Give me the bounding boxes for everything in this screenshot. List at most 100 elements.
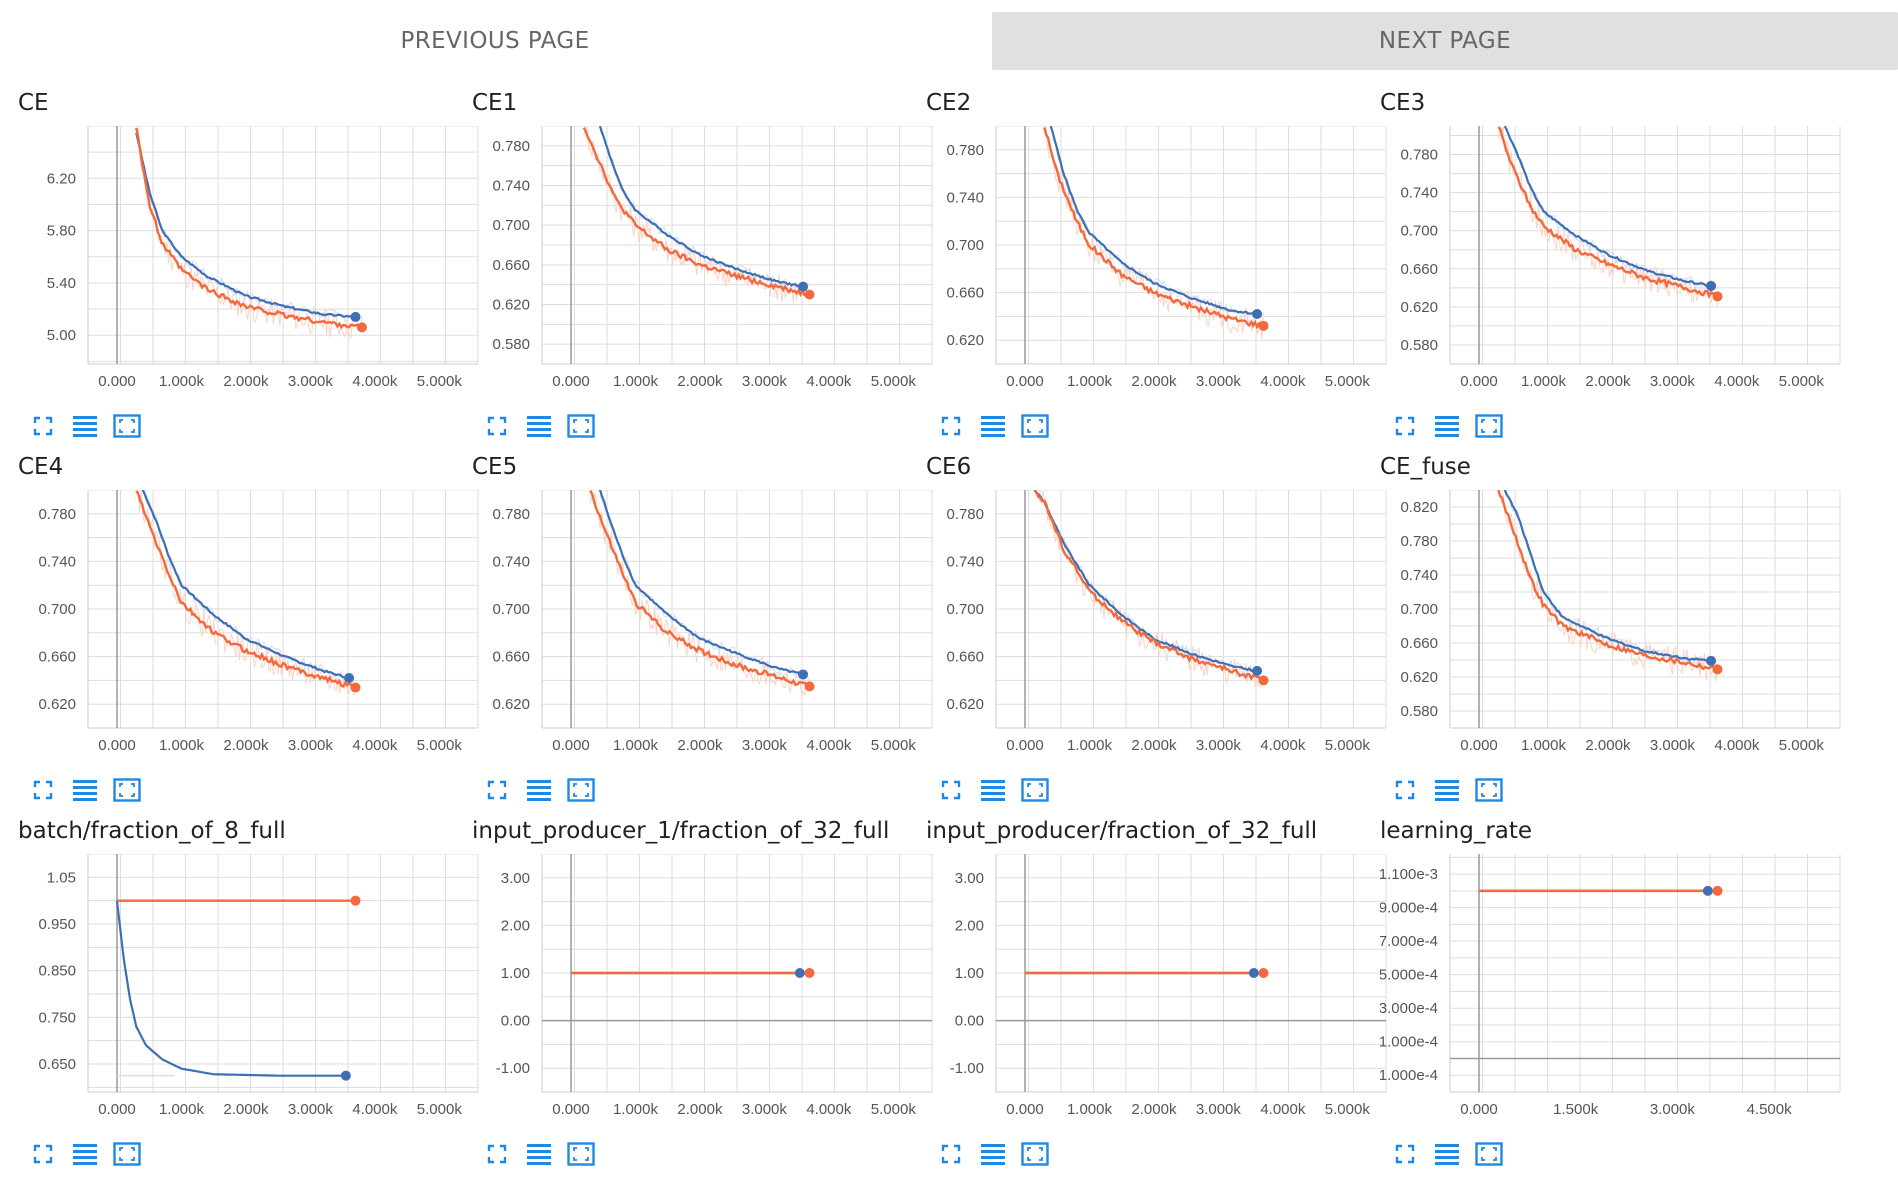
- chart-plot[interactable]: 0.620 0.660 0.700 0.740 0.780 0.000 1.000k 2.00…: [926, 490, 1391, 762]
- x-tick-label: 5.000k: [1325, 1101, 1371, 1118]
- chart-title: CE_fuse: [1380, 454, 1471, 480]
- toggle-log-scale-button[interactable]: [978, 1140, 1008, 1168]
- x-tick-label: 2.000k: [1131, 737, 1177, 754]
- y-tick-label: 0.740: [38, 553, 76, 570]
- toggle-log-scale-button[interactable]: [978, 412, 1008, 440]
- expand-chart-button[interactable]: [1390, 776, 1420, 804]
- expand-chart-button[interactable]: [482, 412, 512, 440]
- list-icon: [1435, 415, 1459, 437]
- chart-plot[interactable]: 0.580 0.620 0.660 0.700 0.740 0.780 0.000 1.000…: [1380, 126, 1845, 398]
- chart-card: CE5 0.620 0.660 0.700 0.740 0.780 0.000 1.000k 2…: [472, 454, 933, 802]
- next-page-button[interactable]: NEXT PAGE: [992, 12, 1898, 70]
- toggle-log-scale-button[interactable]: [1432, 412, 1462, 440]
- x-tick-label: 3.000k: [1196, 373, 1242, 390]
- toggle-log-scale-button[interactable]: [524, 1140, 554, 1168]
- y-tick-label: 1.000e-4: [1380, 1034, 1438, 1051]
- chart-plot[interactable]: 0.650 0.750 0.850 0.950 1.05 0.000 1.000k 2.000…: [18, 854, 483, 1126]
- list-icon: [981, 415, 1005, 437]
- x-tick-label: 2.000k: [1585, 373, 1631, 390]
- chart-plot[interactable]: 0.580 0.620 0.660 0.700 0.740 0.780 0.000 1.000…: [472, 126, 937, 398]
- series-raw-line: [1045, 126, 1264, 340]
- grid: [87, 490, 479, 729]
- toggle-log-scale-button[interactable]: [524, 412, 554, 440]
- x-tick-label: 5.000k: [1325, 373, 1371, 390]
- fullscreen-icon: [487, 416, 507, 436]
- x-tick-label: 0.000: [1460, 373, 1498, 390]
- toggle-log-scale-button[interactable]: [70, 412, 100, 440]
- fit-domain-button[interactable]: [112, 1140, 142, 1168]
- fit-domain-button[interactable]: [566, 412, 596, 440]
- chart-plot[interactable]: 0.620 0.660 0.700 0.740 0.780 0.000 1.000k 2.00…: [472, 490, 937, 762]
- y-tick-label: -1.00: [496, 1060, 530, 1077]
- chart-plot[interactable]: -1.000e-4 1.000e-4 3.000e-4 5.000e-4 7.000e-…: [1380, 854, 1845, 1126]
- toggle-log-scale-button[interactable]: [70, 776, 100, 804]
- expand-chart-button[interactable]: [936, 776, 966, 804]
- x-tick-label: 4.000k: [806, 1101, 852, 1118]
- expand-chart-button[interactable]: [482, 776, 512, 804]
- series-raw-line: [1497, 126, 1718, 308]
- fullscreen-icon: [487, 780, 507, 800]
- fit-domain-button[interactable]: [1020, 1140, 1050, 1168]
- list-icon: [527, 779, 551, 801]
- fit-domain-button[interactable]: [566, 1140, 596, 1168]
- x-tick-label: 1.000k: [1067, 1101, 1113, 1118]
- chart-plot[interactable]: 0.620 0.660 0.700 0.740 0.780 0.000 1.000k 2.00…: [926, 126, 1391, 398]
- toggle-log-scale-button[interactable]: [524, 776, 554, 804]
- fit-domain-button[interactable]: [1474, 1140, 1504, 1168]
- y-tick-label: 5.00: [47, 327, 76, 344]
- fit-domain-button[interactable]: [1474, 412, 1504, 440]
- x-tick-label: 3.000k: [742, 1101, 788, 1118]
- chart-plot[interactable]: -1.00 0.00 1.00 2.00 3.00 0.000 1.000k 2.000k 3.…: [926, 854, 1391, 1126]
- expand-chart-button[interactable]: [1390, 412, 1420, 440]
- y-tick-label: 0.850: [38, 963, 76, 980]
- fit-domain-button[interactable]: [1474, 776, 1504, 804]
- chart-title: CE6: [926, 454, 972, 480]
- x-tick-label: 1.000k: [159, 373, 205, 390]
- chart-title: batch/fraction_of_8_full: [18, 818, 286, 844]
- y-tick-label: 0.660: [38, 649, 76, 666]
- chart-plot[interactable]: 5.00 5.40 5.80 6.20 0.000 1.000k 2.000k 3.000k 4…: [18, 126, 483, 398]
- expand-chart-button[interactable]: [28, 776, 58, 804]
- chart-plot[interactable]: 0.580 0.620 0.660 0.700 0.740 0.780 0.820 0.000…: [1380, 490, 1845, 762]
- chart-plot[interactable]: 0.620 0.660 0.700 0.740 0.780 0.000 1.000k 2.00…: [18, 490, 483, 762]
- x-tick-label: 2.000k: [677, 1101, 723, 1118]
- chart-actions: [482, 412, 596, 440]
- fit-domain-button[interactable]: [1020, 776, 1050, 804]
- toggle-log-scale-button[interactable]: [1432, 1140, 1462, 1168]
- x-tick-label: 3.000k: [1196, 1101, 1242, 1118]
- fit-domain-button[interactable]: [566, 776, 596, 804]
- x-tick-label: 1.000k: [613, 373, 659, 390]
- y-tick-label: 0.620: [492, 696, 530, 713]
- series-endpoint-orange: [804, 289, 815, 300]
- y-tick-label: 0.660: [1400, 635, 1438, 652]
- list-icon: [73, 415, 97, 437]
- expand-chart-button[interactable]: [936, 1140, 966, 1168]
- y-tick-label: 7.000e-4: [1380, 933, 1438, 950]
- x-tick-label: 4.500k: [1747, 1101, 1793, 1118]
- chart-actions: [28, 776, 142, 804]
- fit-domain-button[interactable]: [112, 776, 142, 804]
- fit-domain-button[interactable]: [1020, 412, 1050, 440]
- expand-chart-button[interactable]: [1390, 1140, 1420, 1168]
- x-tick-label: 0.000: [552, 737, 590, 754]
- expand-chart-button[interactable]: [936, 412, 966, 440]
- x-tick-label: 3.000k: [288, 373, 334, 390]
- toggle-log-scale-button[interactable]: [978, 776, 1008, 804]
- x-tick-label: 0.000: [98, 737, 136, 754]
- expand-chart-button[interactable]: [482, 1140, 512, 1168]
- fit-domain-button[interactable]: [112, 412, 142, 440]
- series-line-blue: [1033, 490, 1258, 673]
- y-tick-label: 0.740: [492, 553, 530, 570]
- toggle-log-scale-button[interactable]: [1432, 776, 1462, 804]
- chart-plot[interactable]: -1.00 0.00 1.00 2.00 3.00 0.000 1.000k 2.000k 3.…: [472, 854, 937, 1126]
- toggle-log-scale-button[interactable]: [70, 1140, 100, 1168]
- expand-chart-button[interactable]: [28, 1140, 58, 1168]
- previous-page-button[interactable]: PREVIOUS PAGE: [400, 28, 590, 54]
- list-icon: [1435, 1143, 1459, 1165]
- y-tick-label: 2.00: [501, 917, 530, 934]
- series-endpoint-orange: [1712, 291, 1723, 302]
- x-tick-label: 1.000k: [1521, 373, 1567, 390]
- expand-chart-button[interactable]: [28, 412, 58, 440]
- x-tick-label: 2.000k: [1131, 373, 1177, 390]
- list-icon: [527, 415, 551, 437]
